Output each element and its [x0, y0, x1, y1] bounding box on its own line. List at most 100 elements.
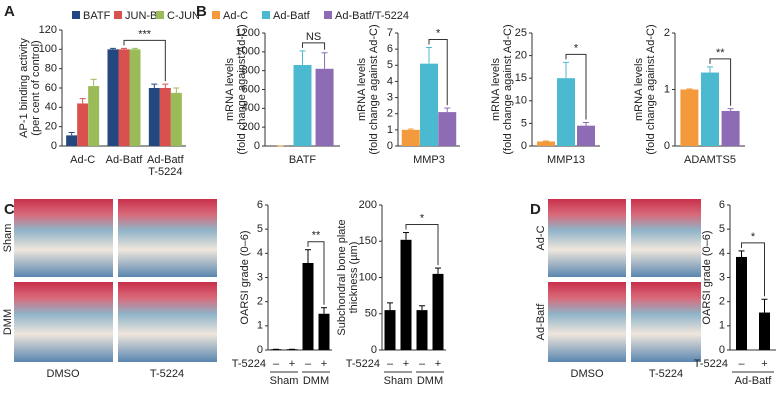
legend-label: C-JUN	[167, 10, 200, 22]
row-label: T-5224	[694, 358, 728, 370]
y-tick-label: 600	[242, 83, 260, 95]
significance-bracket	[302, 42, 326, 50]
bar	[557, 78, 575, 146]
panel-label: D	[530, 201, 541, 218]
histology-image	[14, 282, 113, 362]
y-tick-label: 50	[365, 308, 377, 320]
significance-label: *	[574, 42, 579, 54]
y-tick-label: 4	[387, 75, 393, 87]
histology-image	[118, 199, 217, 277]
y-tick-label: 100	[39, 43, 57, 55]
significance-bracket	[741, 242, 765, 297]
bar	[438, 112, 457, 146]
significance-label: ***	[138, 28, 152, 40]
bar	[302, 263, 314, 350]
y-tick-label: 1200	[236, 27, 260, 39]
y-axis-label: OARSI grade (0–6)	[701, 230, 713, 324]
y-tick-label: 1	[664, 83, 670, 95]
y-axis-label: mRNA levels(fold change against Ad-C)	[490, 24, 514, 154]
y-tick-label: 5	[521, 117, 527, 129]
bar	[736, 256, 747, 350]
bar	[537, 141, 555, 146]
y-axis-label: mRNA levels(fold change against Ad-C)	[633, 24, 657, 154]
x-tick-label: ADAMTS5	[684, 154, 736, 166]
significance-bracket	[123, 39, 166, 82]
y-tick-label: 0	[371, 344, 377, 356]
y-tick-label: 150	[359, 235, 377, 247]
x-tick-label: BATF	[289, 154, 317, 166]
bar	[701, 72, 719, 146]
y-tick-label: 3	[719, 271, 725, 283]
column-label: T-5224	[649, 368, 683, 380]
legend-label: BATF	[83, 10, 111, 22]
y-tick-label: 200	[242, 121, 260, 133]
bar	[129, 49, 141, 147]
y-tick-label: 5	[719, 223, 725, 235]
column-label: DMSO	[571, 368, 604, 380]
y-tick-label: 1000	[236, 46, 260, 58]
y-tick-label: 1	[387, 124, 393, 136]
x-tick-label: +	[761, 358, 767, 370]
x-tick-label: +	[321, 358, 327, 370]
legend-swatch	[72, 11, 80, 19]
y-tick-label: 0	[387, 140, 393, 152]
legend-swatch	[262, 11, 270, 19]
legend-swatch	[114, 11, 122, 19]
bar	[721, 110, 740, 146]
bar	[577, 125, 595, 146]
bar	[88, 86, 100, 146]
bar	[159, 88, 171, 146]
bar	[401, 129, 420, 146]
y-tick-label: 0	[254, 140, 260, 152]
significance-bracket	[428, 39, 448, 106]
y-tick-label: 0	[521, 140, 527, 152]
x-tick-label: MMP13	[547, 154, 585, 166]
x-tick-label: Ad-C	[70, 154, 95, 166]
significance-bracket	[307, 241, 325, 305]
y-axis-label: Subchondral bone platethickness (µm)	[336, 219, 360, 335]
x-tick-label: –	[738, 358, 745, 370]
y-tick-label: 7	[387, 27, 393, 39]
y-tick-label: 60	[45, 82, 57, 94]
bar	[400, 239, 412, 350]
bar	[318, 313, 330, 350]
group-label: Ad-Batf	[735, 375, 773, 387]
y-tick-label: 1	[719, 320, 725, 332]
bar	[315, 68, 334, 146]
y-tick-label: 5	[387, 59, 393, 71]
x-tick-label: +	[403, 358, 409, 370]
x-tick-label: +	[289, 358, 295, 370]
histology-image	[548, 199, 626, 277]
legend-swatch	[212, 11, 220, 19]
panel-label: C	[4, 201, 15, 218]
histology-image	[118, 282, 217, 362]
y-tick-label: 6	[719, 199, 725, 211]
y-tick-label: 0	[664, 140, 670, 152]
y-tick-label: 0	[51, 140, 57, 152]
panel-label: A	[4, 3, 15, 20]
y-tick-label: 20	[45, 121, 57, 133]
y-tick-label: 800	[242, 65, 260, 77]
histology-image	[631, 199, 701, 277]
y-tick-label: 10	[515, 95, 527, 107]
y-tick-label: 2	[719, 296, 725, 308]
bar	[77, 103, 89, 146]
group-label: Sham	[384, 375, 413, 387]
y-axis-label: mRNA levels(fold change against Ad-C)	[356, 24, 380, 154]
x-tick-label: Ad-Batf T-5224	[147, 154, 185, 178]
significance-label: NS	[306, 31, 321, 43]
x-tick-label: –	[273, 358, 280, 370]
x-tick-label: Ad-Batf	[106, 154, 144, 166]
row-label: Sham	[2, 224, 14, 253]
bar	[66, 135, 78, 146]
y-tick-label: 2	[257, 296, 263, 308]
y-tick-label: 1	[257, 320, 263, 332]
row-label: T-5224	[346, 358, 380, 370]
row-label: Ad-Batf	[535, 303, 547, 341]
bar	[432, 273, 444, 350]
significance-label: *	[751, 231, 756, 243]
y-tick-label: 20	[515, 50, 527, 62]
bar	[680, 89, 699, 146]
significance-label: **	[716, 47, 725, 59]
